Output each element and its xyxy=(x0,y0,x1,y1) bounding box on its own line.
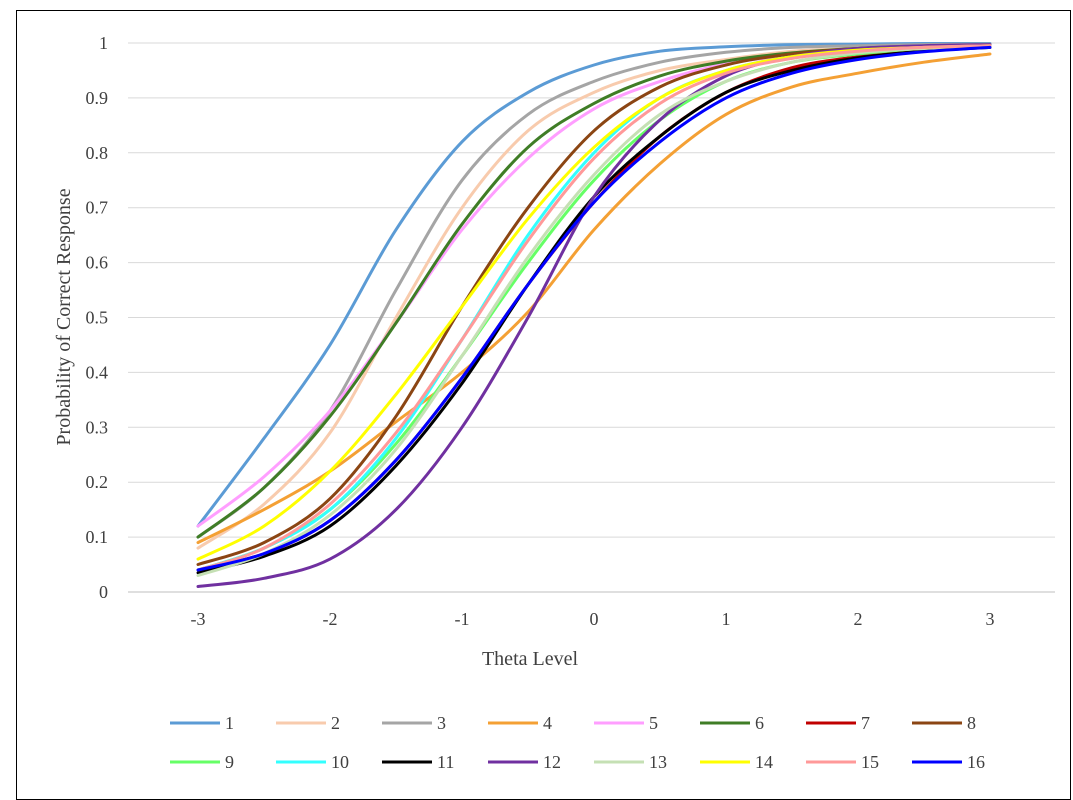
legend-label: 14 xyxy=(755,752,773,772)
y-tick-label: 0.6 xyxy=(86,253,109,273)
y-tick-label: 0.7 xyxy=(86,198,109,218)
legend-label: 3 xyxy=(437,713,446,733)
series-line-6 xyxy=(196,43,992,539)
legend-item-14: 14 xyxy=(700,752,773,772)
legend-label: 15 xyxy=(861,752,879,772)
series-line-8 xyxy=(196,43,992,566)
legend-item-11: 11 xyxy=(382,752,454,772)
x-tick-label: 1 xyxy=(722,609,731,629)
legend-item-5: 5 xyxy=(594,713,658,733)
legend-label: 4 xyxy=(543,713,552,733)
legend-item-8: 8 xyxy=(912,713,976,733)
legend-label: 13 xyxy=(649,752,667,772)
series-line-16 xyxy=(196,45,992,572)
series-line-13 xyxy=(196,44,992,577)
series-line-3 xyxy=(196,42,992,539)
x-axis-label: Theta Level xyxy=(482,648,578,670)
y-tick-label: 0.3 xyxy=(86,417,109,437)
y-tick-label: 0.2 xyxy=(86,472,109,492)
legend-item-12: 12 xyxy=(488,752,561,772)
chart-frame xyxy=(16,10,1071,800)
legend-label: 9 xyxy=(225,752,234,772)
y-axis-label: Probability of Correct Response xyxy=(53,188,75,445)
x-axis-ticks: -3 -2 -1 0 1 2 3 xyxy=(191,609,995,629)
series-line-9 xyxy=(196,44,992,572)
legend-item-13: 13 xyxy=(594,752,667,772)
series-line-10 xyxy=(196,44,992,572)
y-axis-ticks: 0 0.1 0.2 0.3 0.4 0.5 0.6 0.7 0.8 0.9 1 xyxy=(86,33,109,602)
legend-item-4: 4 xyxy=(488,713,552,733)
legend-label: 10 xyxy=(331,752,349,772)
legend-label: 16 xyxy=(967,752,985,772)
series-line-2 xyxy=(196,43,992,550)
legend-item-15: 15 xyxy=(806,752,879,772)
y-tick-label: 0.8 xyxy=(86,143,109,163)
x-tick-label: 2 xyxy=(854,609,863,629)
legend-label: 8 xyxy=(967,713,976,733)
legend-item-2: 2 xyxy=(276,713,340,733)
x-tick-label: -2 xyxy=(323,609,338,629)
y-tick-label: 0 xyxy=(99,582,108,602)
y-tick-label: 0.1 xyxy=(86,527,109,547)
x-tick-label: -1 xyxy=(455,609,470,629)
legend-item-9: 9 xyxy=(170,752,234,772)
series-line-7 xyxy=(196,45,992,572)
x-tick-label: 0 xyxy=(590,609,599,629)
legend-item-10: 10 xyxy=(276,752,349,772)
legend-label: 12 xyxy=(543,752,561,772)
legend-item-1: 1 xyxy=(170,713,234,733)
series-line-5 xyxy=(196,44,992,528)
legend-label: 2 xyxy=(331,713,340,733)
x-tick-label: 3 xyxy=(986,609,995,629)
legend-item-16: 16 xyxy=(912,752,985,772)
y-tick-label: 1 xyxy=(99,33,108,53)
legend-label: 11 xyxy=(437,752,454,772)
x-tick-label: -3 xyxy=(191,609,206,629)
legend: 1 2 3 4 5 6 7 89 10 11 12 13 14 15 16 xyxy=(170,713,985,772)
legend-label: 6 xyxy=(755,713,764,733)
y-tick-label: 0.4 xyxy=(86,362,109,382)
legend-item-7: 7 xyxy=(806,713,870,733)
series-line-1 xyxy=(196,42,992,528)
legend-label: 1 xyxy=(225,713,234,733)
y-tick-label: 0.9 xyxy=(86,88,109,108)
y-tick-label: 0.5 xyxy=(86,308,109,328)
series-line-12 xyxy=(196,43,992,588)
legend-label: 5 xyxy=(649,713,658,733)
series-lines xyxy=(196,42,992,588)
series-line-11 xyxy=(196,45,992,575)
series-line-15 xyxy=(196,44,992,572)
legend-item-6: 6 xyxy=(700,713,764,733)
legend-label: 7 xyxy=(861,713,870,733)
series-line-4 xyxy=(196,52,992,545)
legend-item-3: 3 xyxy=(382,713,446,733)
